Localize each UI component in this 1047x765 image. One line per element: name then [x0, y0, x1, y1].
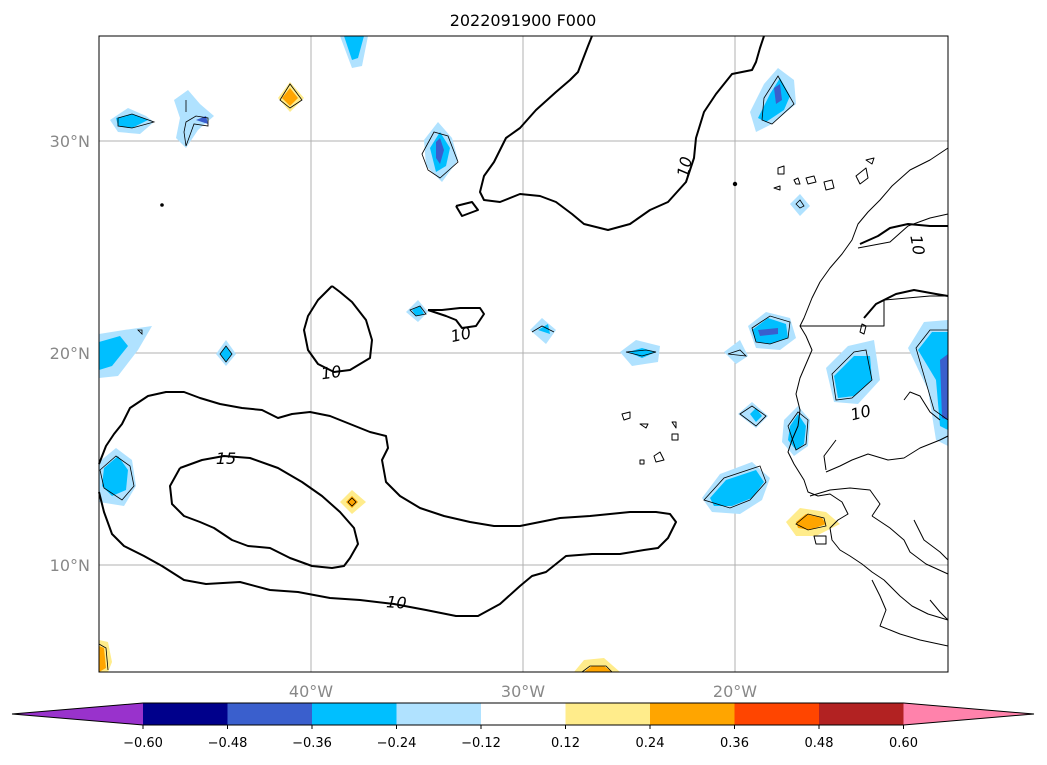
lon-label-30w: 30°W: [501, 682, 545, 701]
colorbar-swatch: [565, 703, 651, 725]
island-dot: [732, 181, 738, 187]
island-dot: [160, 203, 164, 207]
lon-label-20w: 20°W: [713, 682, 757, 701]
contour-label: 15: [216, 449, 236, 468]
lon-label-40w: 40°W: [289, 682, 333, 701]
coastlines: [621, 147, 949, 647]
anomaly-outlines: [98, 75, 949, 673]
colorbar-tick-label: 0.24: [636, 736, 665, 751]
colorbar-tick-label: −0.36: [292, 736, 332, 751]
thick-contours: [98, 35, 949, 617]
colorbar-tick-label: 0.60: [889, 736, 918, 751]
contour-label: 10: [320, 362, 343, 384]
colorbar-swatch: [143, 703, 228, 725]
contour-label: 10: [386, 592, 408, 612]
lat-label-30n: 30°N: [50, 132, 90, 151]
colorbar-tick-label: 0.48: [805, 736, 834, 751]
colorbar-tick-label: −0.24: [377, 736, 417, 751]
colorbar-extend-low: [12, 703, 143, 725]
contour-labels: 10 10 10 10 15 10 10: [216, 155, 929, 613]
colorbar-swatch: [481, 703, 566, 725]
contour-label: 10: [673, 155, 696, 179]
lat-labels: 30°N 20°N 10°N: [50, 132, 90, 575]
colorbar-swatch: [396, 703, 482, 725]
colorbar-swatch: [734, 703, 820, 725]
plot-title: 2022091900 F000: [450, 11, 597, 30]
contour-label: 10: [906, 233, 928, 256]
colorbar-swatch: [819, 703, 904, 725]
colorbar-swatch: [312, 703, 397, 725]
colorbar-tick-label: −0.12: [461, 736, 501, 751]
lat-label-10n: 10°N: [50, 556, 90, 575]
lat-label-20n: 20°N: [50, 344, 90, 363]
map-panel: 10 10 10 10 15 10 10: [98, 35, 949, 673]
colorbar-tick-label: 0.12: [551, 736, 580, 751]
colorbar-tick-label: −0.60: [123, 736, 163, 751]
colorbar-tick-label: 0.36: [720, 736, 749, 751]
colorbar: −0.60 −0.48 −0.36 −0.24 −0.12 0.12 0.24 0.36 0.4…: [11, 702, 1035, 751]
lon-labels: 40°W 30°W 20°W: [289, 682, 757, 701]
colorbar-tick-label: −0.48: [208, 736, 248, 751]
colorbar-swatch: [650, 703, 735, 725]
contour-label: 10: [848, 401, 872, 424]
map-frame: [98, 35, 949, 673]
colorbar-swatch: [227, 703, 313, 725]
contour-label: 10: [449, 323, 473, 346]
colorbar-extend-high: [903, 703, 1034, 725]
